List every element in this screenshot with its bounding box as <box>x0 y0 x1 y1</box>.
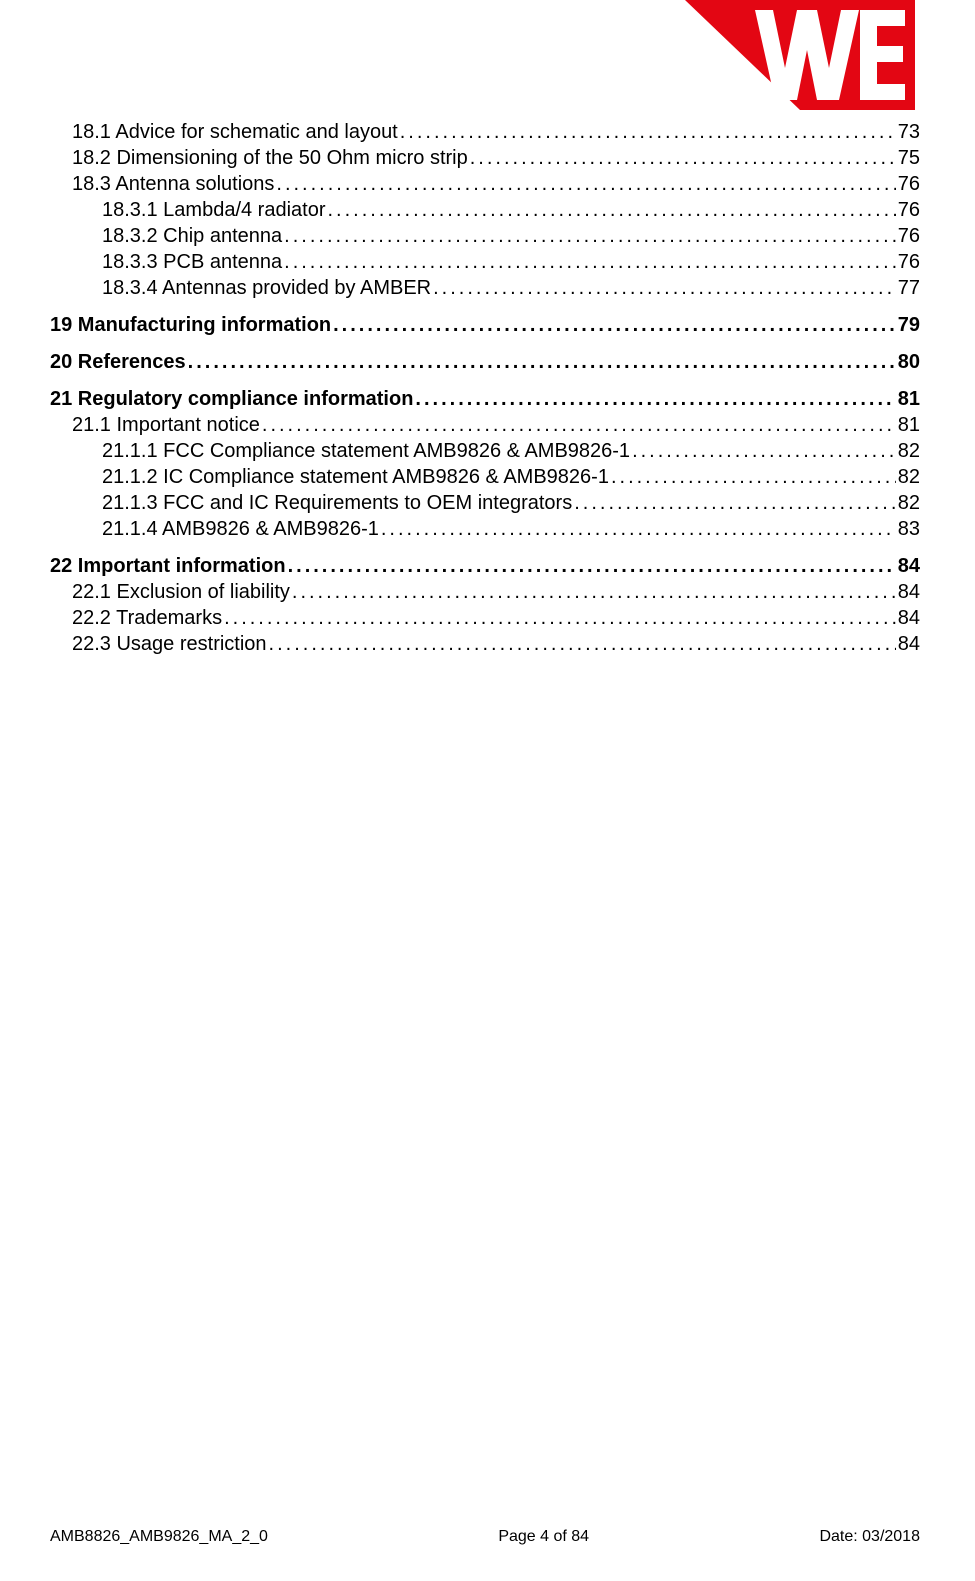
toc-entry: 18.3.1 Lambda/4 radiator 76 <box>50 197 920 223</box>
toc-leader <box>188 349 896 375</box>
toc-title: 18.3.3 PCB antenna <box>102 249 282 275</box>
toc-page: 82 <box>898 490 920 516</box>
toc-leader <box>292 579 896 605</box>
toc-title: 21.1.3 FCC and IC Requirements to OEM in… <box>102 490 572 516</box>
toc-leader <box>333 312 896 338</box>
toc-leader <box>611 464 896 490</box>
footer-date: Date: 03/2018 <box>819 1528 920 1546</box>
toc-title: 18.3 Antenna solutions <box>72 171 274 197</box>
toc-leader <box>433 275 896 301</box>
toc-entry: 19 Manufacturing information 79 <box>50 312 920 338</box>
toc-leader <box>284 223 896 249</box>
toc-entry: 21.1.2 IC Compliance statement AMB9826 &… <box>50 464 920 490</box>
toc-content: 18.1 Advice for schematic and layout 73 … <box>50 119 920 657</box>
toc-page: 75 <box>898 145 920 171</box>
toc-page: 82 <box>898 464 920 490</box>
we-logo <box>685 0 915 110</box>
toc-title: 18.2 Dimensioning of the 50 Ohm micro st… <box>72 145 468 171</box>
toc-title: 22.3 Usage restriction <box>72 631 267 657</box>
toc-page: 76 <box>898 197 920 223</box>
toc-entry: 18.3.3 PCB antenna 76 <box>50 249 920 275</box>
toc-entry: 18.3 Antenna solutions 76 <box>50 171 920 197</box>
toc-entry: 22.3 Usage restriction 84 <box>50 631 920 657</box>
footer-page-number: Page 4 of 84 <box>498 1528 589 1546</box>
toc-title: 22.1 Exclusion of liability <box>72 579 290 605</box>
page-footer: AMB8826_AMB9826_MA_2_0 Page 4 of 84 Date… <box>50 1528 920 1546</box>
toc-leader <box>632 438 896 464</box>
toc-title: 20 References <box>50 349 186 375</box>
toc-entry: 21.1.1 FCC Compliance statement AMB9826 … <box>50 438 920 464</box>
toc-title: 22.2 Trademarks <box>72 605 222 631</box>
toc-entry: 18.2 Dimensioning of the 50 Ohm micro st… <box>50 145 920 171</box>
toc-entry: 22.2 Trademarks 84 <box>50 605 920 631</box>
toc-page: 76 <box>898 223 920 249</box>
toc-entry: 21.1 Important notice 81 <box>50 412 920 438</box>
toc-leader <box>288 553 896 579</box>
toc-entry: 18.1 Advice for schematic and layout 73 <box>50 119 920 145</box>
toc-page: 84 <box>898 553 920 579</box>
toc-leader <box>415 386 895 412</box>
document-page: 18.1 Advice for schematic and layout 73 … <box>0 0 975 1581</box>
toc-page: 82 <box>898 438 920 464</box>
toc-page: 81 <box>898 386 920 412</box>
toc-entry: 21.1.4 AMB9826 & AMB9826-1 83 <box>50 516 920 542</box>
toc-title: 18.3.4 Antennas provided by AMBER <box>102 275 431 301</box>
toc-page: 77 <box>898 275 920 301</box>
toc-page: 83 <box>898 516 920 542</box>
toc-leader <box>381 516 896 542</box>
toc-entry: 22 Important information 84 <box>50 553 920 579</box>
toc-title: 18.1 Advice for schematic and layout <box>72 119 398 145</box>
toc-page: 76 <box>898 171 920 197</box>
toc-title: 19 Manufacturing information <box>50 312 331 338</box>
toc-title: 21 Regulatory compliance information <box>50 386 413 412</box>
toc-page: 84 <box>898 605 920 631</box>
toc-page: 84 <box>898 579 920 605</box>
toc-title: 21.1.4 AMB9826 & AMB9826-1 <box>102 516 379 542</box>
toc-title: 22 Important information <box>50 553 286 579</box>
toc-title: 18.3.1 Lambda/4 radiator <box>102 197 326 223</box>
toc-entry: 22.1 Exclusion of liability 84 <box>50 579 920 605</box>
toc-page: 73 <box>898 119 920 145</box>
toc-page: 84 <box>898 631 920 657</box>
toc-leader <box>284 249 896 275</box>
footer-doc-id: AMB8826_AMB9826_MA_2_0 <box>50 1528 268 1546</box>
toc-leader <box>276 171 895 197</box>
toc-entry: 18.3.2 Chip antenna 76 <box>50 223 920 249</box>
toc-entry: 21.1.3 FCC and IC Requirements to OEM in… <box>50 490 920 516</box>
toc-entry: 20 References 80 <box>50 349 920 375</box>
toc-title: 18.3.2 Chip antenna <box>102 223 282 249</box>
toc-page: 76 <box>898 249 920 275</box>
toc-entry: 21 Regulatory compliance information 81 <box>50 386 920 412</box>
toc-title: 21.1.1 FCC Compliance statement AMB9826 … <box>102 438 630 464</box>
toc-leader <box>224 605 896 631</box>
toc-page: 80 <box>898 349 920 375</box>
toc-leader <box>269 631 896 657</box>
toc-entry: 18.3.4 Antennas provided by AMBER 77 <box>50 275 920 301</box>
toc-leader <box>328 197 896 223</box>
toc-leader <box>262 412 896 438</box>
toc-title: 21.1 Important notice <box>72 412 260 438</box>
toc-leader <box>574 490 896 516</box>
toc-page: 79 <box>898 312 920 338</box>
toc-leader <box>470 145 896 171</box>
toc-title: 21.1.2 IC Compliance statement AMB9826 &… <box>102 464 609 490</box>
toc-page: 81 <box>898 412 920 438</box>
toc-leader <box>400 119 896 145</box>
